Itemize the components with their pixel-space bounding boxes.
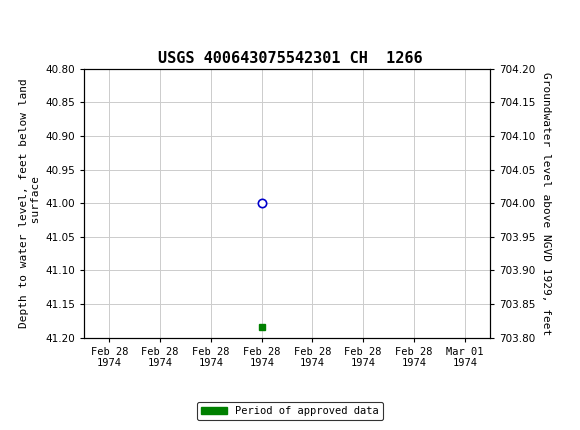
Text: USGS 400643075542301 CH  1266: USGS 400643075542301 CH 1266: [158, 51, 422, 65]
Y-axis label: Depth to water level, feet below land
 surface: Depth to water level, feet below land su…: [20, 78, 41, 328]
FancyBboxPatch shape: [6, 7, 64, 38]
Text: ▒USGS: ▒USGS: [9, 14, 55, 31]
Legend: Period of approved data: Period of approved data: [197, 402, 383, 421]
Y-axis label: Groundwater level above NGVD 1929, feet: Groundwater level above NGVD 1929, feet: [541, 71, 551, 335]
